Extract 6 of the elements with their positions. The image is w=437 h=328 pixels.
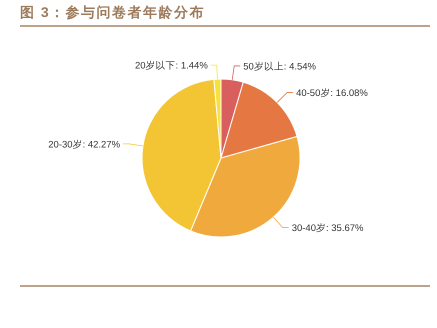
slice-label: 20-30岁: 42.27% [48,138,121,150]
slice-label: 50岁以上: 4.54% [243,60,317,72]
slice-label: 20岁以下: 1.44% [134,60,208,72]
chart-title: 图 3：参与问卷者年龄分布 [20,4,206,20]
slice-label: 40-50岁: 16.08% [296,87,368,100]
slice-label: 30-40岁: 35.67% [292,222,364,234]
